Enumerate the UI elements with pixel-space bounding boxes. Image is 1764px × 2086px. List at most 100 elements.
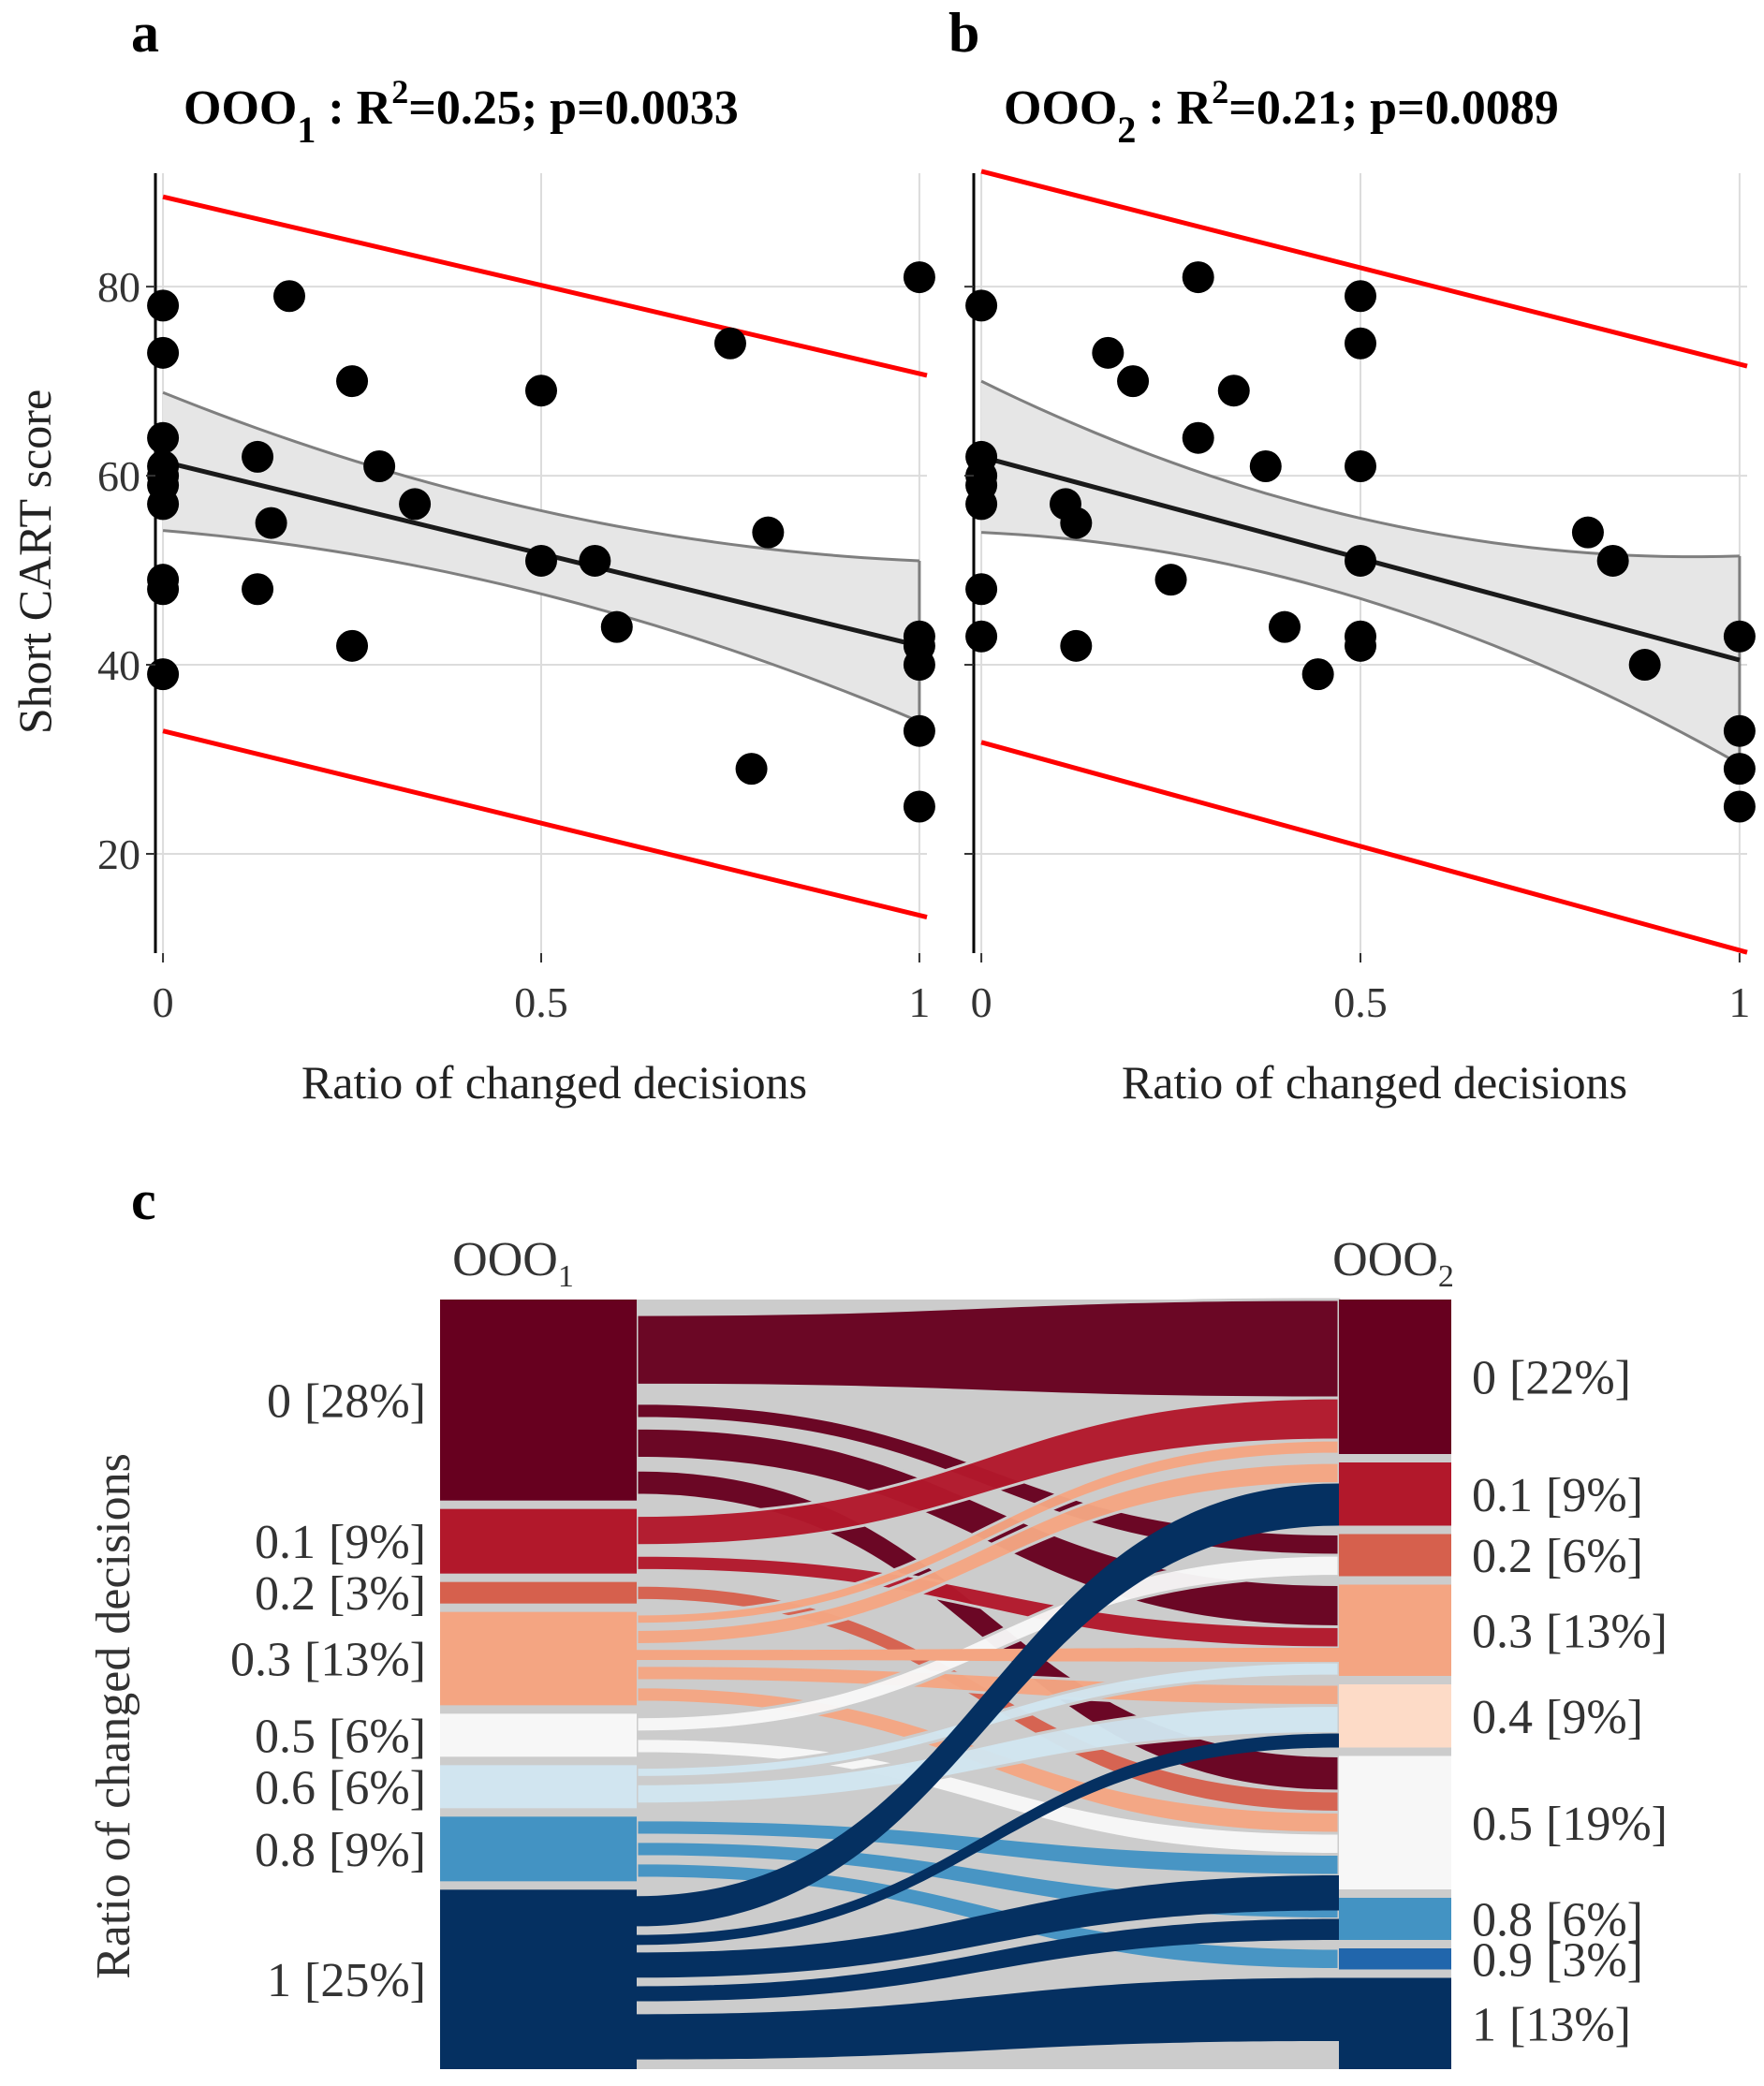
sankey-left-header-prefix: OOO — [452, 1233, 558, 1286]
data-point — [1345, 450, 1376, 483]
sankey-left-label-value: 0.1 — [255, 1516, 316, 1569]
confidence-upper-edge — [162, 390, 919, 563]
sankey-highlight-flows — [637, 1483, 1339, 2060]
sankey-left-label: 0.8 [9%] — [255, 1824, 426, 1877]
data-point — [525, 544, 557, 577]
sankey-flow — [635, 1298, 1341, 1400]
data-point — [1345, 280, 1376, 313]
sankey-left-node — [440, 1300, 637, 1501]
sankey-right-label-value: 1 — [1472, 1998, 1496, 2051]
sankey-left-header-sub: 1 — [558, 1259, 574, 1294]
data-point — [1092, 336, 1125, 369]
sankey-flow — [637, 1648, 1339, 1662]
panel-letter-c: c — [131, 1169, 156, 1231]
data-point — [1345, 544, 1376, 577]
data-point — [1345, 327, 1376, 360]
confidence-lower-edge — [162, 529, 920, 724]
data-point — [1060, 629, 1093, 662]
data-point — [1249, 450, 1282, 483]
sankey-left-node — [440, 1765, 637, 1809]
panel-letter-b: b — [948, 2, 979, 64]
sankey-right-label-pct: [6%] — [1546, 1530, 1643, 1583]
prediction-upper-line — [162, 194, 928, 378]
sankey-left-label: 0.6 [6%] — [255, 1761, 426, 1814]
data-point — [965, 488, 998, 521]
sankey-flow — [637, 1733, 1339, 1946]
panel-a-title: OOO1 : R2=0.25; p=0.0033 — [184, 73, 739, 151]
confidence-lower-edge — [981, 531, 1741, 766]
data-point — [255, 507, 287, 539]
sankey-right-node — [1339, 1684, 1451, 1748]
sankey-right-label-value: 0.5 — [1472, 1798, 1533, 1851]
sankey-right-label: 0.4 [9%] — [1472, 1691, 1643, 1744]
sankey-left-label-value: 1 — [267, 1954, 291, 2007]
x-axis-label-b: Ratio of changed decisions — [1122, 1056, 1627, 1109]
data-point — [1060, 507, 1093, 539]
data-point — [903, 714, 935, 747]
sankey-right-node — [1339, 1300, 1451, 1454]
panel-b-title: OOO2 : R2=0.21; p=0.0089 — [1004, 73, 1559, 151]
data-point — [242, 440, 274, 473]
sankey-right-label: 1 [13%] — [1472, 1998, 1631, 2051]
sankey-flow — [637, 1483, 1339, 1927]
sankey-right-header: OOO2 — [1332, 1233, 1454, 1294]
x-tick-label: 1 — [1728, 978, 1750, 1026]
sankey-right-node — [1339, 1755, 1451, 1889]
sankey-left-label: 0.2 [3%] — [255, 1567, 426, 1621]
y-tick-label: 40 — [97, 641, 140, 689]
data-point — [525, 375, 557, 407]
panel-a-title-prefix: OOO — [184, 81, 297, 135]
data-point — [1182, 261, 1214, 294]
sankey-left-label-pct: [3%] — [329, 1567, 426, 1621]
data-point — [903, 790, 935, 823]
data-point — [965, 620, 998, 653]
sankey-left-label-value: 0.3 — [230, 1634, 291, 1687]
data-point — [1154, 564, 1187, 596]
sankey-left-node — [440, 1508, 637, 1574]
sankey-left-label-value: 0.6 — [255, 1761, 316, 1814]
sankey-left-label: 0.5 [6%] — [255, 1710, 426, 1763]
sankey-flow — [637, 1977, 1339, 2060]
panel-b-title-prefix: OOO — [1004, 81, 1117, 135]
data-point — [1596, 544, 1629, 577]
sankey-right-label: 0.1 [9%] — [1472, 1469, 1643, 1522]
data-point — [1571, 516, 1604, 549]
sankey-left-label-pct: [9%] — [329, 1824, 426, 1877]
sankey-left-node — [440, 1611, 637, 1706]
data-point — [1723, 620, 1756, 653]
sankey-left-node — [440, 1816, 637, 1882]
panel-b-plot: 0 0.5 1 — [964, 169, 1756, 1026]
sankey-left-label-pct: [6%] — [329, 1761, 426, 1814]
y-tick-label: 80 — [97, 263, 140, 311]
sankey-right-label-pct: [6%] — [1546, 1894, 1643, 1947]
data-point — [1269, 610, 1301, 643]
sankey-right-node — [1339, 1948, 1451, 1970]
panel-a-title-sub: 1 — [297, 109, 316, 151]
y-axis-label-ab: Short CART score — [8, 389, 61, 734]
y-axis-label-c: Ratio of changed decisions — [87, 1453, 140, 1979]
sankey-right-label: 0.2 [6%] — [1472, 1530, 1643, 1583]
panel-b-title-r2: 0.21 — [1257, 81, 1342, 135]
data-point — [1301, 658, 1334, 691]
y-tick-label: 20 — [97, 830, 140, 878]
prediction-lower-line — [162, 728, 928, 920]
prediction-lower-line — [980, 740, 1748, 955]
sankey-right-node — [1339, 1534, 1451, 1577]
panel-a-title-r2: 0.25 — [436, 81, 522, 135]
sankey-right-label-value: 0.9 — [1472, 1933, 1533, 1987]
sankey-right-label-value: 0.1 — [1472, 1469, 1533, 1522]
panel-a-title-p: 0.0033 — [605, 81, 739, 135]
data-point — [1345, 629, 1376, 662]
prediction-upper-line — [980, 169, 1748, 369]
data-point — [147, 421, 180, 454]
x-tick-label: 0.5 — [1333, 978, 1388, 1026]
data-point — [752, 516, 785, 549]
y-tick-label: 60 — [97, 452, 140, 500]
sankey-right-label-pct: [22%] — [1509, 1352, 1631, 1405]
sankey-left-label: 0.1 [9%] — [255, 1516, 426, 1569]
data-point — [600, 610, 633, 643]
sankey-right-label-pct: [3%] — [1546, 1933, 1643, 1987]
sankey-right-label-value: 0.2 — [1472, 1530, 1533, 1583]
data-point — [399, 488, 432, 521]
data-point — [1217, 375, 1250, 407]
